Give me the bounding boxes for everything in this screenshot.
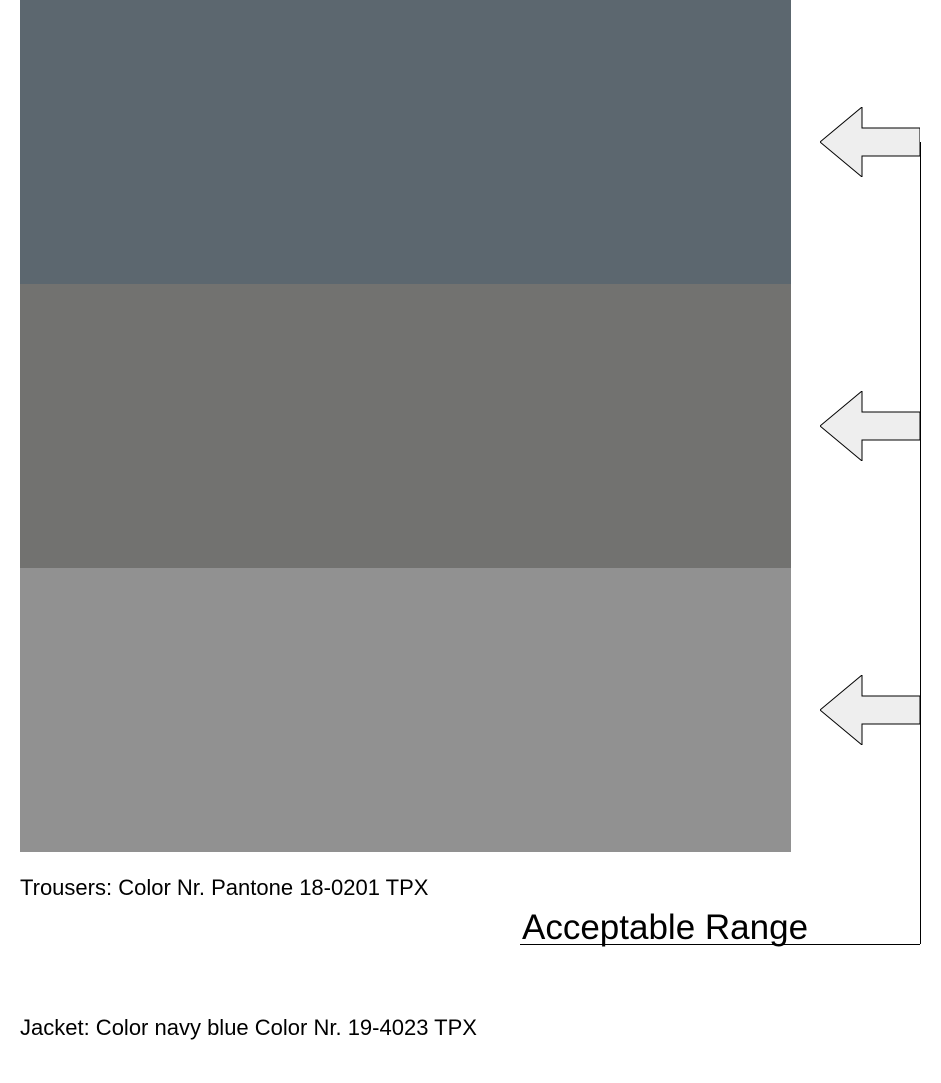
arrow-left-icon [820, 391, 920, 461]
jacket-caption: Jacket: Color navy blue Color Nr. 19-402… [20, 1015, 477, 1041]
connector-vertical [920, 142, 921, 944]
acceptable-range-label: Acceptable Range [522, 908, 808, 948]
swatch-bottom [20, 568, 791, 852]
trousers-caption: Trousers: Color Nr. Pantone 18-0201 TPX [20, 875, 428, 901]
swatch-stack [20, 0, 791, 852]
arrow-left-icon [820, 675, 920, 745]
arrow-left-icon [820, 107, 920, 177]
swatch-middle [20, 284, 791, 568]
swatch-top [20, 0, 791, 284]
divider-line [520, 944, 920, 945]
